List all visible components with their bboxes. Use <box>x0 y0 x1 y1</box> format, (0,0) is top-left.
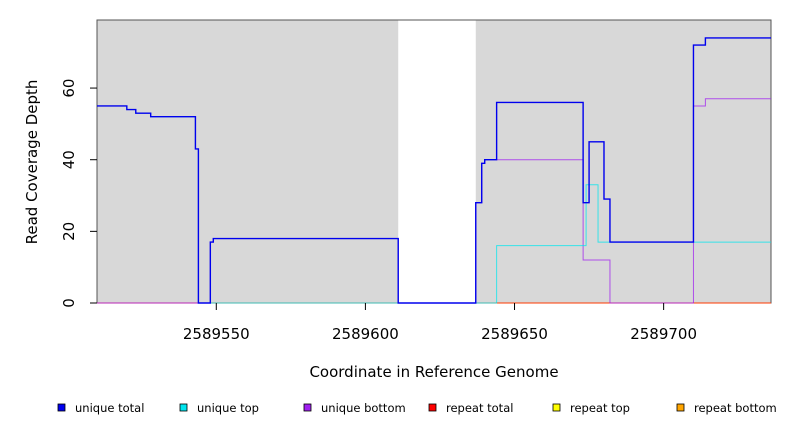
x-tick-label: 2589700 <box>630 325 697 343</box>
legend-item-repeat-top: repeat top <box>552 401 630 415</box>
x-axis-label: Coordinate in Reference Genome <box>309 363 558 381</box>
legend-swatch <box>428 403 437 412</box>
shaded-region-1 <box>97 20 399 303</box>
legend-label: repeat bottom <box>694 401 777 415</box>
legend-swatch <box>179 403 188 412</box>
legend-label: repeat top <box>570 401 630 415</box>
y-axis-label: Read Coverage Depth <box>23 80 41 245</box>
x-tick-label: 2589650 <box>481 325 548 343</box>
legend: unique total unique top unique bottom repea… <box>57 401 777 415</box>
shaded-regions <box>97 20 771 303</box>
legend-item-repeat-total: repeat total <box>428 401 513 415</box>
y-tick-label: 20 <box>60 222 78 241</box>
y-axis: 0 20 40 60 <box>60 79 97 308</box>
legend-swatch <box>57 403 66 412</box>
legend-label: unique top <box>197 401 259 415</box>
legend-item-unique-total: unique total <box>57 401 144 415</box>
legend-swatch <box>303 403 312 412</box>
shaded-region-2 <box>475 20 771 303</box>
legend-label: unique total <box>75 401 144 415</box>
legend-swatch <box>676 403 685 412</box>
x-tick-label: 2589600 <box>332 325 399 343</box>
legend-swatch <box>552 403 561 412</box>
series-line-unique-total <box>97 37 771 304</box>
legend-label: repeat total <box>446 401 513 415</box>
y-tick-label: 40 <box>60 150 78 169</box>
legend-item-unique-top: unique top <box>179 401 259 415</box>
legend-label: unique bottom <box>321 401 406 415</box>
x-axis: 2589550 2589600 2589650 2589700 <box>183 303 697 343</box>
legend-item-unique-bottom: unique bottom <box>303 401 406 415</box>
y-tick-label: 0 <box>60 298 78 308</box>
series-lines <box>97 37 771 304</box>
y-tick-label: 60 <box>60 79 78 98</box>
x-tick-label: 2589550 <box>183 325 250 343</box>
legend-item-repeat-bottom: repeat bottom <box>676 401 777 415</box>
